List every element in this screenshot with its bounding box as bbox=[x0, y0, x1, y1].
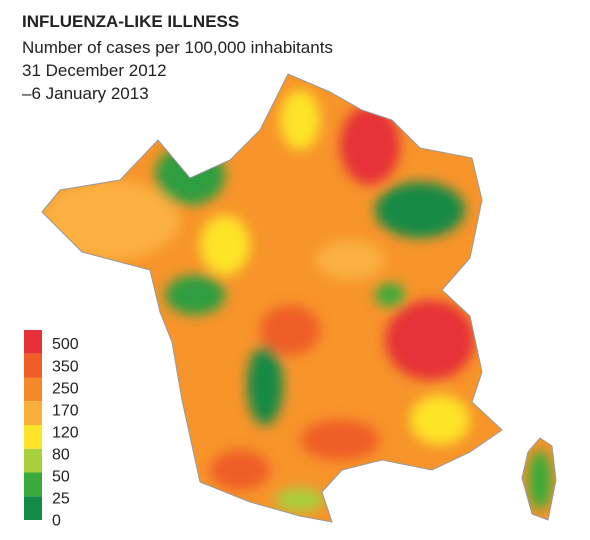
legend-swatch bbox=[24, 330, 42, 354]
legend-label: 0 bbox=[52, 513, 61, 530]
legend-swatch bbox=[24, 448, 42, 473]
legend-label: 50 bbox=[52, 469, 70, 486]
legend-label: 250 bbox=[52, 380, 79, 397]
subtitle: Number of cases per 100,000 inhabitants bbox=[22, 38, 333, 57]
legend-label: 25 bbox=[52, 491, 70, 508]
legend-label: 350 bbox=[52, 358, 79, 375]
legend-swatch bbox=[24, 401, 42, 425]
legend-label: 120 bbox=[52, 424, 79, 441]
legend-swatch bbox=[24, 496, 42, 520]
legend-swatch bbox=[24, 425, 42, 449]
title: INFLUENZA-LIKE ILLNESS bbox=[22, 12, 240, 31]
date-line: –6 January 2013 bbox=[22, 84, 149, 103]
legend-swatch bbox=[24, 377, 42, 402]
legend-label: 170 bbox=[52, 402, 79, 419]
legend-label: 80 bbox=[52, 446, 70, 463]
map-outline bbox=[41, 73, 557, 523]
legend-label: 500 bbox=[52, 336, 79, 353]
legend-swatch bbox=[24, 472, 42, 497]
date-line: 31 December 2012 bbox=[22, 61, 167, 80]
legend-swatch bbox=[24, 353, 42, 378]
